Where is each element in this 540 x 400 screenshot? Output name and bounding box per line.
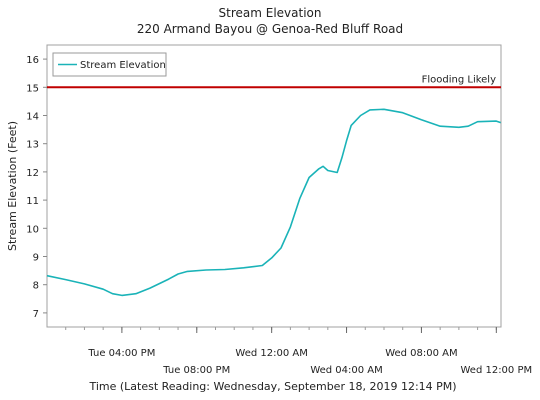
legend-box <box>52 52 167 77</box>
y-tick-label: 13 <box>26 140 39 151</box>
x-tick-label: Wed 08:00 AM <box>385 348 457 359</box>
plot-frame <box>46 44 502 328</box>
legend-label: Stream Elevation <box>80 60 166 71</box>
x-tick-label: Wed 12:00 AM <box>235 348 307 359</box>
y-tick-label: 10 <box>26 224 39 235</box>
y-axis-title: Stream Elevation (Feet) <box>6 121 19 251</box>
x-tick-label: Wed 04:00 AM <box>310 365 382 376</box>
chart-subtitle: 220 Armand Bayou @ Genoa-Red Bluff Road <box>137 22 403 36</box>
plot-area <box>46 44 502 328</box>
y-tick-label: 12 <box>26 168 39 179</box>
y-tick-label: 16 <box>26 55 39 66</box>
threshold-label: Flooding Likely <box>422 74 496 85</box>
y-tick-label: 8 <box>33 281 39 292</box>
y-tick-label: 7 <box>33 309 39 320</box>
series-line <box>46 108 501 297</box>
threshold: Flooding Likely <box>47 74 501 89</box>
y-tick-label: 9 <box>33 253 39 264</box>
x-tick-label: Tue 08:00 PM <box>162 365 230 376</box>
y-tick-label: 11 <box>26 196 39 207</box>
x-axis-title: Time (Latest Reading: Wednesday, Septemb… <box>88 380 456 393</box>
y-tick-label: 14 <box>26 112 39 123</box>
chart-title: Stream Elevation <box>219 6 322 20</box>
legend: Stream Elevation <box>52 52 167 77</box>
x-tick-label: Tue 04:00 PM <box>87 348 155 359</box>
x-tick-label: Wed 12:00 PM <box>460 365 532 376</box>
y-tick-label: 15 <box>26 83 39 94</box>
y-axis: 7 8 9 10 11 12 13 14 15 16 <box>26 55 47 320</box>
